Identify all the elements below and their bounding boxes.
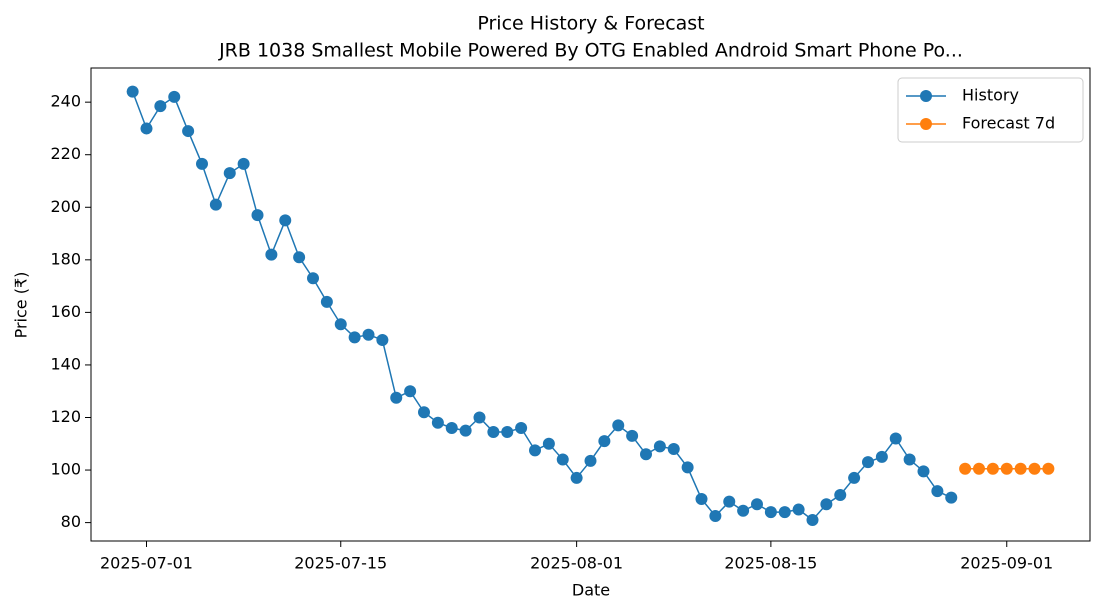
data-point — [154, 100, 167, 113]
data-point — [709, 510, 722, 523]
data-point — [653, 440, 666, 453]
series-line — [131, 91, 952, 521]
data-point — [473, 411, 486, 424]
data-point — [931, 485, 944, 498]
chart-subtitle: JRB 1038 Smallest Mobile Powered By OTG … — [218, 40, 963, 62]
data-point — [223, 167, 236, 180]
x-tick-label: 2025-07-01 — [100, 554, 193, 573]
data-point — [182, 125, 195, 138]
data-point — [529, 444, 541, 457]
data-point — [917, 465, 930, 478]
data-point — [792, 503, 805, 516]
data-point — [1014, 462, 1027, 475]
y-tick-label: 120 — [50, 407, 81, 426]
data-point — [431, 416, 444, 429]
data-point — [279, 214, 292, 227]
data-point — [1000, 462, 1013, 475]
data-point — [376, 333, 389, 346]
data-point — [584, 454, 597, 467]
data-point — [889, 432, 902, 445]
data-point — [556, 453, 569, 466]
data-point — [1028, 462, 1041, 475]
data-point — [875, 450, 888, 463]
y-axis-label: Price (₹) — [12, 272, 31, 339]
x-tick-label: 2025-08-01 — [530, 554, 623, 573]
data-point — [445, 422, 458, 435]
data-point — [640, 448, 652, 461]
legend-marker — [920, 118, 932, 130]
y-tick-label: 180 — [50, 249, 81, 268]
legend-marker — [920, 90, 932, 102]
chart-title: Price History & Forecast — [477, 13, 704, 35]
data-point — [362, 328, 375, 341]
data-point — [196, 157, 208, 170]
data-point — [598, 435, 611, 448]
data-point — [140, 122, 153, 135]
data-point — [126, 85, 139, 98]
data-point — [1042, 462, 1055, 475]
data-point — [459, 424, 472, 437]
data-point — [681, 461, 694, 474]
data-point — [862, 456, 874, 469]
plot-frame — [90, 67, 1091, 542]
data-point — [542, 437, 555, 450]
data-point — [570, 471, 583, 484]
data-point — [695, 492, 708, 505]
data-point — [265, 248, 278, 261]
data-point — [320, 295, 333, 308]
legend-label: Forecast 7d — [962, 114, 1055, 133]
legend-label: History — [962, 86, 1019, 105]
y-tick-label: 220 — [50, 144, 81, 163]
data-point — [501, 425, 514, 438]
x-axis-label: Date — [572, 581, 610, 600]
data-point — [834, 489, 847, 502]
data-point — [404, 385, 417, 398]
data-point — [945, 491, 958, 504]
data-point — [778, 506, 791, 519]
data-point — [764, 506, 777, 519]
data-point — [515, 422, 528, 435]
y-tick-label: 80 — [61, 512, 81, 531]
data-point — [723, 495, 736, 508]
data-point — [751, 498, 763, 511]
data-point — [806, 513, 819, 526]
data-point — [168, 90, 181, 103]
x-tick-label: 2025-08-15 — [724, 554, 817, 573]
data-point — [667, 443, 680, 456]
data-point — [418, 406, 430, 419]
data-point — [986, 462, 999, 475]
data-point — [959, 462, 972, 475]
data-point — [487, 425, 500, 438]
x-tick-label: 2025-09-01 — [960, 554, 1053, 573]
data-point — [973, 462, 985, 475]
data-point — [626, 429, 639, 442]
y-tick-label: 100 — [50, 460, 81, 479]
data-point — [209, 198, 222, 211]
data-point — [612, 419, 625, 432]
data-point — [848, 471, 861, 484]
legend-box — [897, 77, 1084, 143]
data-point — [903, 453, 916, 466]
data-point — [820, 498, 833, 511]
y-tick-label: 160 — [50, 302, 81, 321]
y-tick-label: 200 — [50, 197, 81, 216]
data-point — [307, 272, 319, 285]
data-point — [293, 251, 306, 264]
data-point — [237, 157, 250, 170]
x-tick-label: 2025-07-15 — [294, 554, 387, 573]
y-tick-label: 240 — [50, 92, 81, 111]
y-tick-label: 140 — [50, 354, 81, 373]
data-point — [334, 318, 347, 331]
data-point — [251, 209, 264, 222]
legend: History Forecast 7d — [897, 77, 1084, 143]
data-point — [348, 331, 361, 344]
data-point — [390, 391, 403, 404]
data-point — [737, 504, 750, 517]
